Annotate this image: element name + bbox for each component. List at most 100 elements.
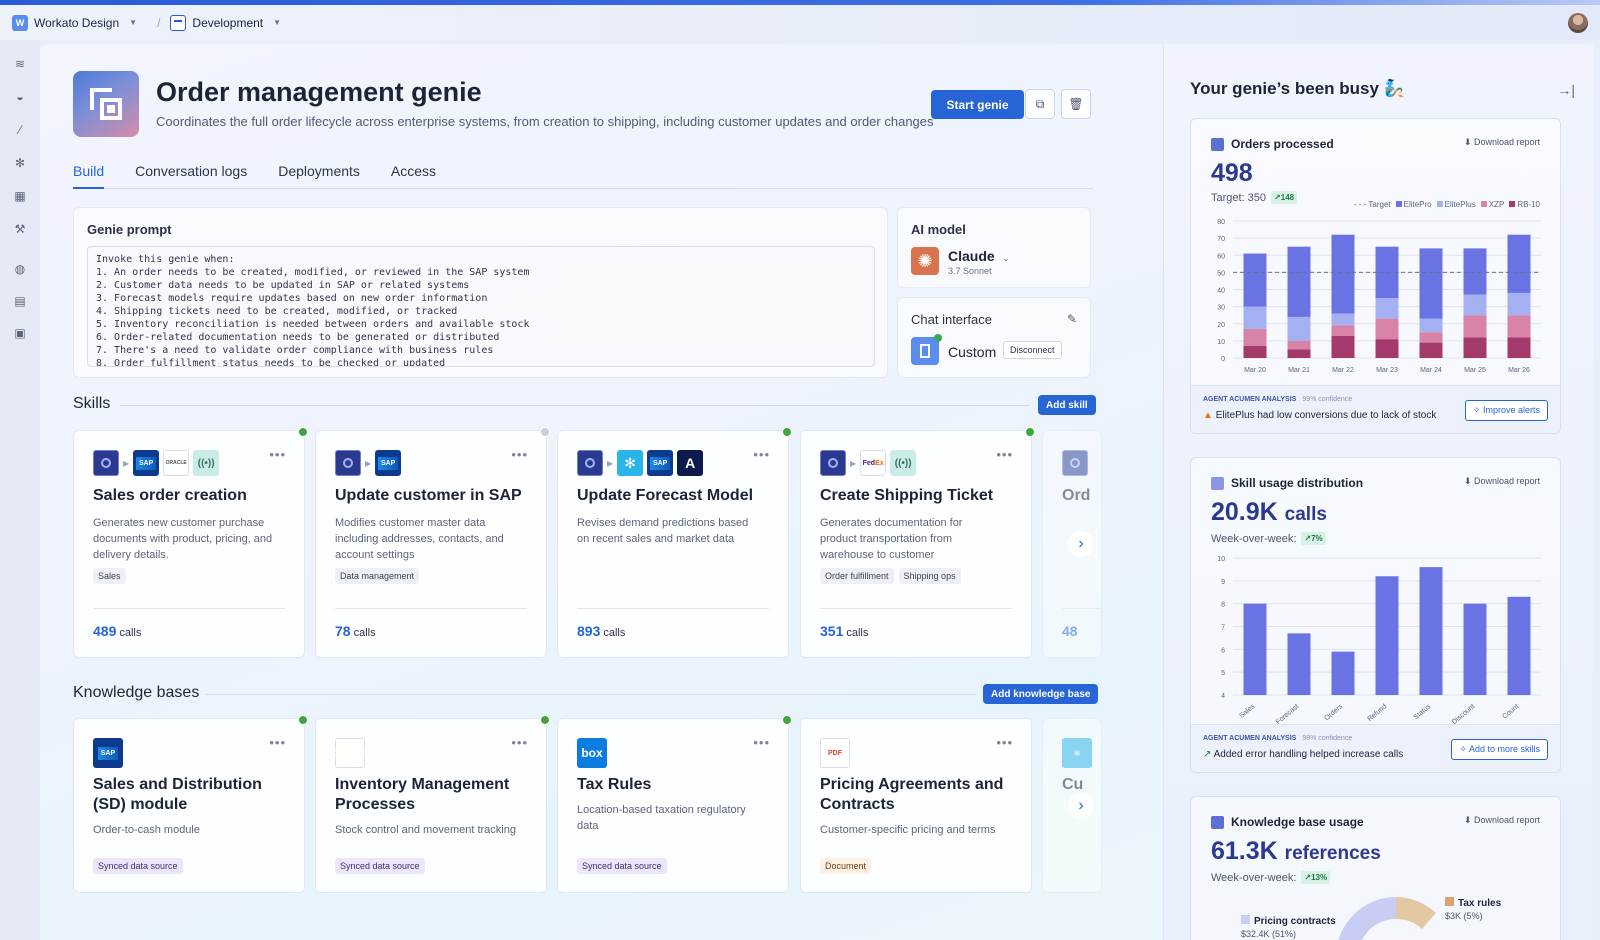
status-dot-active xyxy=(1025,427,1035,437)
disconnect-button[interactable]: Disconnect xyxy=(1003,341,1062,359)
add-skill-button[interactable]: Add skill xyxy=(1038,395,1096,415)
wrench-icon[interactable]: ⚒ xyxy=(14,222,26,236)
knowledge-base-tag: Synced data source xyxy=(93,858,183,874)
trash-icon: 🗑 xyxy=(1068,97,1084,111)
workspace-switcher[interactable]: W Workato Design ▼ xyxy=(12,14,137,31)
globe-icon[interactable]: ◍ xyxy=(14,262,26,276)
download-report-button[interactable]: ⬇ Download report xyxy=(1463,137,1540,147)
tab-access[interactable]: Access xyxy=(390,163,437,179)
bar-segment-rb-10 xyxy=(1463,337,1487,358)
duplicate-button[interactable]: ⧉ xyxy=(1025,89,1055,119)
knowledge-base-description: Location-based taxation regulatory data xyxy=(577,804,746,832)
download-icon: ⬇ xyxy=(1463,476,1472,486)
snowflake-logo-icon: ✻ xyxy=(617,450,644,476)
environment-switcher[interactable]: Development ▼ xyxy=(170,14,281,31)
delete-button[interactable]: 🗑 xyxy=(1061,89,1091,119)
download-report-button[interactable]: ⬇ Download report xyxy=(1463,476,1540,486)
settings-table-icon[interactable]: ▣ xyxy=(14,326,26,340)
knowledge-base-title: Sales and Distribution (SD) module xyxy=(93,776,262,813)
skill-card[interactable]: ••• ▶ ✻ SAP A Update Forecast Model Revi… xyxy=(557,427,792,658)
x-tick-label: Mar 26 xyxy=(1508,367,1530,374)
tab-conversation-logs[interactable]: Conversation logs xyxy=(135,163,248,179)
knowledge-base-description: Order-to-cash module xyxy=(93,824,200,836)
skill-card[interactable]: ••• ▶ Fed Ex ((•)) Create Shipping Ticket… xyxy=(800,427,1035,658)
knowledge-base-usage-title: Knowledge base usage xyxy=(1211,815,1364,829)
skills-heading: Skills xyxy=(73,395,111,412)
knowledge-base-title: Inventory Management Processes xyxy=(335,776,510,813)
integration-logos: ▶ SAP xyxy=(335,450,402,476)
snowflake-icon[interactable]: ✻ xyxy=(14,156,26,170)
genie-prompt-panel: Genie prompt Invoke this genie when: 1. A… xyxy=(73,207,888,378)
skill-tag: Sales xyxy=(93,568,126,584)
more-options-icon[interactable]: ••• xyxy=(269,447,286,462)
knowledge-base-usage-card: Knowledge base usage ⬇ Download report 6… xyxy=(1190,796,1561,940)
x-tick-label: Forecast xyxy=(1275,703,1300,726)
x-tick-label: Status xyxy=(1413,703,1433,721)
more-options-icon[interactable]: ••• xyxy=(511,447,528,462)
knowledge-next-button[interactable]: › xyxy=(1068,793,1094,819)
y-tick-label: 10 xyxy=(1217,339,1225,346)
avatar[interactable] xyxy=(1568,13,1588,33)
skill-title: Update customer in SAP xyxy=(335,487,522,504)
x-tick-label: Mar 21 xyxy=(1288,367,1310,374)
calls-unit: calls xyxy=(353,627,376,639)
top-bar: W Workato Design ▼ / Development ▼ xyxy=(0,5,1600,40)
model-version: 3.7 Sonnet xyxy=(948,266,992,276)
tab-deployments[interactable]: Deployments xyxy=(278,163,360,179)
x-tick-label: Refund xyxy=(1366,703,1388,723)
knowledge-base-card[interactable]: ••• box Tax Rules Location-based taxatio… xyxy=(557,715,792,893)
more-options-icon[interactable]: ••• xyxy=(996,735,1013,750)
add-to-more-skills-button[interactable]: ✧ Add to more skills xyxy=(1451,739,1548,760)
skills-next-button[interactable]: › xyxy=(1068,531,1094,557)
y-tick-label: 7 xyxy=(1221,625,1225,632)
more-options-icon[interactable]: ••• xyxy=(996,447,1013,462)
layers-icon[interactable]: ≋ xyxy=(14,57,26,71)
legend-elitepro: ElitePro xyxy=(1395,200,1432,209)
tab-build[interactable]: Build xyxy=(73,161,105,189)
bar-segment-eliteplus xyxy=(1375,298,1399,319)
pencil-icon[interactable]: ✎ xyxy=(1066,312,1077,326)
warning-icon: ▲ xyxy=(1203,410,1213,421)
knowledge-base-card[interactable]: ••• ORACLE Inventory Management Processe… xyxy=(315,715,550,893)
delta-badge: ↗7% xyxy=(1301,532,1326,545)
more-options-icon[interactable]: ••• xyxy=(511,735,528,750)
left-nav-rail: ≋ ◒ ⁄ ✻ ▦ ⚒ ◍ ▤ ▣ xyxy=(0,40,40,940)
download-report-button[interactable]: ⬇ Download report xyxy=(1463,815,1540,825)
knowledge-base-usage-wow: Week-over-week: ↗13% xyxy=(1211,871,1331,884)
collapse-panel-icon[interactable]: →| xyxy=(1557,82,1575,98)
genie-prompt-textarea[interactable]: Invoke this genie when: 1. An order needs… xyxy=(87,246,875,367)
bar-segment-rb-10 xyxy=(1331,335,1355,358)
model-selector[interactable]: Claude ⌄ xyxy=(948,248,1009,264)
skill-calls: 78 calls xyxy=(335,608,527,639)
y-tick-label: 9 xyxy=(1221,579,1225,586)
workspace-name: Workato Design xyxy=(34,15,120,30)
genie-icon xyxy=(335,450,361,476)
sparkle-icon: ✧ xyxy=(1459,744,1467,754)
improve-alerts-button[interactable]: ✧ Improve alerts xyxy=(1464,400,1548,421)
y-tick-label: 10 xyxy=(1217,556,1225,563)
document-icon[interactable]: ▤ xyxy=(14,294,26,308)
genie-lamp-icon[interactable]: ◒ xyxy=(16,90,24,104)
start-genie-button[interactable]: Start genie xyxy=(931,90,1024,119)
add-knowledge-base-button[interactable]: Add knowledge base xyxy=(983,684,1099,704)
table-icon[interactable]: ▦ xyxy=(14,189,26,203)
genie-icon xyxy=(820,450,846,476)
more-options-icon[interactable]: ••• xyxy=(269,735,286,750)
more-options-icon[interactable]: ••• xyxy=(753,735,770,750)
status-dot-active xyxy=(782,427,792,437)
connected-dot xyxy=(934,334,942,342)
knowledge-base-card[interactable]: ••• SAP Sales and Distribution (SD) modu… xyxy=(73,715,308,893)
bar xyxy=(1463,603,1487,695)
bar-segment-elitepro xyxy=(1243,253,1267,307)
magic-wand-icon[interactable]: ⁄ xyxy=(18,123,21,137)
skill-card[interactable]: ••• ▶ SAP Update customer in SAP Modifie… xyxy=(315,427,550,658)
calls-unit: calls xyxy=(846,627,869,639)
knowledge-base-card[interactable]: ••• PDF Pricing Agreements and Contracts… xyxy=(800,718,1032,893)
genie-prompt-title: Genie prompt xyxy=(87,222,172,237)
calls-unit: calls xyxy=(119,627,142,639)
skill-card[interactable]: ••• ▶ SAP ORACLE ((•)) Sales order creat… xyxy=(73,427,308,658)
integration-logos: ▶ SAP ORACLE ((•)) xyxy=(93,450,220,476)
delta-badge: ↗13% xyxy=(1301,871,1331,884)
more-options-icon[interactable]: ••• xyxy=(753,447,770,462)
knowledge-base-description: Stock control and movement tracking xyxy=(335,824,516,836)
